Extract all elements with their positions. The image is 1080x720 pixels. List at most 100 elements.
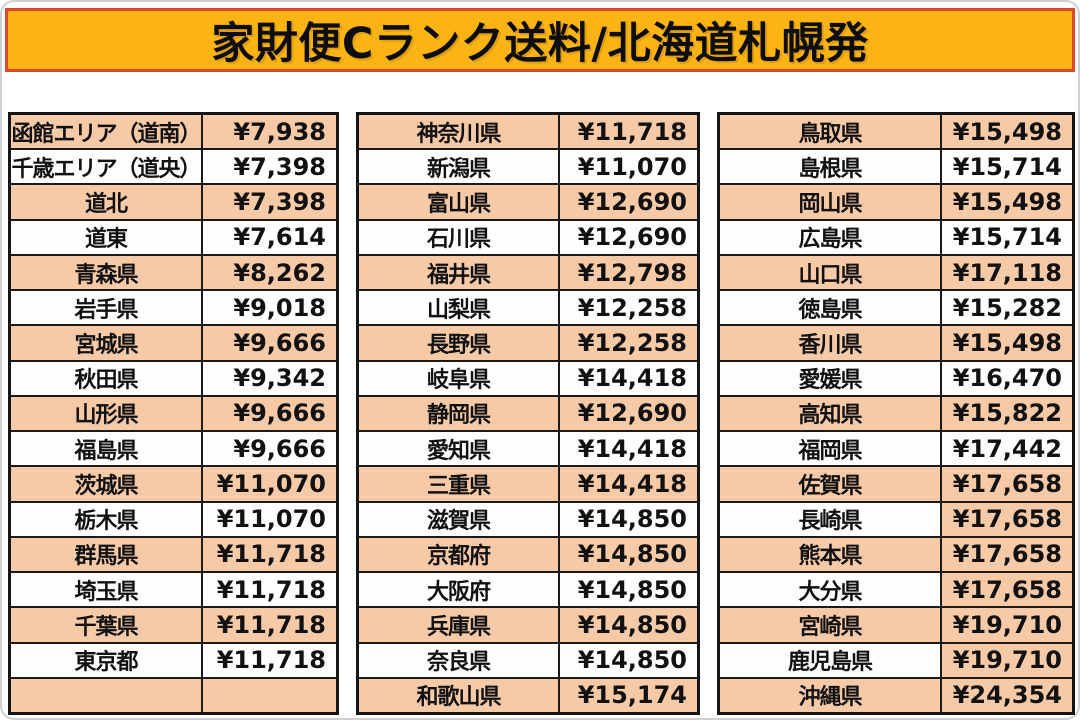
fee-cell: ¥7,398 <box>203 185 336 219</box>
fee-cell: ¥14,418 <box>560 361 697 395</box>
table-row: 福井県 ¥12,798 <box>359 255 697 292</box>
fee-cell: ¥14,418 <box>560 432 697 466</box>
prefecture-cell: 福井県 <box>359 255 560 290</box>
table-row: 三重県 ¥14,418 <box>359 467 697 503</box>
prefecture-cell: 栃木県 <box>11 502 203 536</box>
fee-cell: ¥16,470 <box>942 361 1072 395</box>
prefecture-cell: 徳島県 <box>720 291 942 325</box>
table-row: 兵庫県 ¥14,850 <box>359 608 697 644</box>
fee-cell: ¥19,710 <box>942 643 1072 677</box>
prefecture-cell: 兵庫県 <box>359 608 560 642</box>
table-row: 大阪府 ¥14,850 <box>359 573 697 609</box>
prefecture-cell: 岐阜県 <box>359 361 560 395</box>
fee-cell: ¥11,718 <box>203 643 336 677</box>
table-row: 和歌山県 ¥15,174 <box>359 678 697 712</box>
fee-cell: ¥9,666 <box>203 326 336 360</box>
prefecture-cell: 滋賀県 <box>359 502 560 536</box>
table-row: 福岡県 ¥17,442 <box>720 432 1072 468</box>
table-row: 秋田県 ¥9,342 <box>11 361 336 397</box>
fee-cell: ¥14,418 <box>560 467 697 501</box>
table-row: 静岡県 ¥12,690 <box>359 396 697 433</box>
prefecture-cell: 香川県 <box>720 326 942 360</box>
table-row: 山口県 ¥17,118 <box>720 255 1072 292</box>
prefecture-cell: 道東 <box>11 220 203 254</box>
table-row: 佐賀県 ¥17,658 <box>720 467 1072 503</box>
prefecture-cell: 岩手県 <box>11 291 203 325</box>
fee-cell: ¥12,690 <box>560 396 697 431</box>
fee-cell: ¥15,714 <box>942 150 1072 184</box>
fee-cell: ¥9,666 <box>203 432 336 466</box>
fee-cell: ¥15,498 <box>942 326 1072 360</box>
fee-cell: ¥15,822 <box>942 396 1072 431</box>
fee-cell: ¥17,658 <box>942 573 1072 607</box>
table-row: 沖縄県 ¥24,354 <box>720 678 1072 712</box>
prefecture-cell: 道北 <box>11 185 203 219</box>
fee-cell: ¥11,718 <box>203 608 336 642</box>
prefecture-cell: 大分県 <box>720 573 942 607</box>
fee-table-column-1: 函館エリア（道南） ¥7,938 千歳エリア（道央） ¥7,398 道北 ¥7,398 道東… <box>8 112 339 715</box>
prefecture-cell: 愛媛県 <box>720 361 942 395</box>
prefecture-cell: 石川県 <box>359 220 560 254</box>
fee-cell: ¥15,498 <box>942 185 1072 219</box>
table-row: 鹿児島県 ¥19,710 <box>720 643 1072 679</box>
fee-table-column-2: 神奈川県 ¥11,718 新潟県 ¥11,070 富山県 ¥12,690 石川県 ¥12,69… <box>356 112 700 715</box>
fee-cell: ¥11,070 <box>560 150 697 184</box>
prefecture-cell: 山形県 <box>11 396 203 431</box>
table-row: 茨城県 ¥11,070 <box>11 467 336 503</box>
prefecture-cell: 埼玉県 <box>11 573 203 607</box>
prefecture-cell: 岡山県 <box>720 185 942 219</box>
prefecture-cell: 奈良県 <box>359 643 560 677</box>
table-row: 石川県 ¥12,690 <box>359 220 697 256</box>
table-row: 長野県 ¥12,258 <box>359 326 697 362</box>
table-row: 島根県 ¥15,714 <box>720 150 1072 186</box>
prefecture-cell: 山口県 <box>720 255 942 290</box>
table-row: 宮城県 ¥9,666 <box>11 326 336 362</box>
fee-cell <box>203 678 336 712</box>
prefecture-cell: 福岡県 <box>720 432 942 466</box>
table-row: 滋賀県 ¥14,850 <box>359 502 697 538</box>
table-row: 高知県 ¥15,822 <box>720 396 1072 433</box>
table-row: 千葉県 ¥11,718 <box>11 608 336 644</box>
table-row: 愛知県 ¥14,418 <box>359 432 697 468</box>
table-row: 函館エリア（道南） ¥7,938 <box>11 115 336 151</box>
title-banner: 家財便Cランク送料/北海道札幌発 <box>5 8 1075 72</box>
prefecture-cell: 高知県 <box>720 396 942 431</box>
table-row: 山梨県 ¥12,258 <box>359 291 697 327</box>
fee-cell: ¥17,658 <box>942 537 1072 572</box>
table-row: 埼玉県 ¥11,718 <box>11 573 336 609</box>
fee-cell: ¥12,690 <box>560 185 697 219</box>
prefecture-cell: 青森県 <box>11 255 203 290</box>
prefecture-cell: 茨城県 <box>11 467 203 501</box>
prefecture-cell: 山梨県 <box>359 291 560 325</box>
table-row: 青森県 ¥8,262 <box>11 255 336 292</box>
fee-cell: ¥11,718 <box>203 537 336 572</box>
fee-cell: ¥9,666 <box>203 396 336 431</box>
fee-cell: ¥12,690 <box>560 220 697 254</box>
fee-cell: ¥15,174 <box>560 678 697 712</box>
table-row: 岩手県 ¥9,018 <box>11 291 336 327</box>
table-row: 香川県 ¥15,498 <box>720 326 1072 362</box>
table-row: 道北 ¥7,398 <box>11 185 336 221</box>
table-row: 宮崎県 ¥19,710 <box>720 608 1072 644</box>
prefecture-cell: 東京都 <box>11 643 203 677</box>
page-title: 家財便Cランク送料/北海道札幌発 <box>211 19 869 69</box>
table-row: 徳島県 ¥15,282 <box>720 291 1072 327</box>
fee-cell: ¥17,442 <box>942 432 1072 466</box>
prefecture-cell: 和歌山県 <box>359 678 560 712</box>
table-row: 東京都 ¥11,718 <box>11 643 336 679</box>
table-row: 奈良県 ¥14,850 <box>359 643 697 679</box>
table-row: 道東 ¥7,614 <box>11 220 336 256</box>
prefecture-cell: 鹿児島県 <box>720 643 942 677</box>
prefecture-cell: 三重県 <box>359 467 560 501</box>
fee-cell: ¥17,658 <box>942 467 1072 501</box>
prefecture-cell: 佐賀県 <box>720 467 942 501</box>
table-row: 岡山県 ¥15,498 <box>720 185 1072 221</box>
fee-cell: ¥7,614 <box>203 220 336 254</box>
prefecture-cell: 新潟県 <box>359 150 560 184</box>
prefecture-cell: 京都府 <box>359 537 560 572</box>
prefecture-cell: 愛知県 <box>359 432 560 466</box>
fee-cell: ¥15,282 <box>942 291 1072 325</box>
fee-cell: ¥8,262 <box>203 255 336 290</box>
prefecture-cell: 広島県 <box>720 220 942 254</box>
prefecture-cell: 群馬県 <box>11 537 203 572</box>
